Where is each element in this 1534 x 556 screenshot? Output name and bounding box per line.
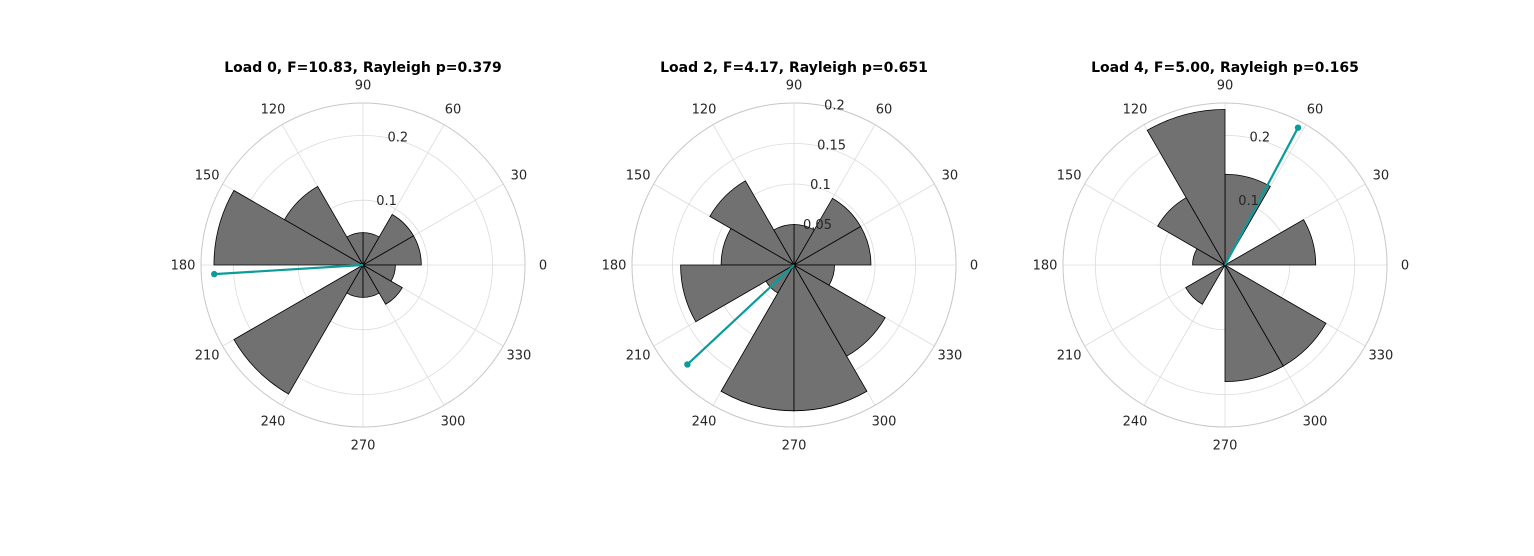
mean-vector-marker (684, 361, 691, 368)
theta-tick-label: 120 (692, 103, 717, 118)
theta-tick-label: 180 (602, 259, 627, 274)
r-tick-label: 0.1 (376, 194, 397, 209)
theta-tick-label: 120 (261, 103, 286, 118)
theta-tick-label: 150 (1057, 169, 1082, 184)
theta-tick-label: 210 (195, 349, 220, 364)
theta-tick-label: 150 (626, 169, 651, 184)
histogram-bar (793, 263, 868, 412)
theta-tick-label: 120 (1123, 103, 1148, 118)
mean-vector-line (214, 263, 364, 276)
theta-tick-label: 0 (970, 259, 978, 274)
theta-tick-label: 90 (355, 79, 372, 94)
theta-tick-label: 210 (1057, 349, 1082, 364)
histogram-bar (1223, 263, 1327, 367)
histogram-bar (680, 264, 796, 323)
histogram-bar (1192, 248, 1227, 266)
theta-tick-label: 330 (506, 349, 531, 364)
r-tick-label: 0.1 (810, 178, 831, 193)
r-tick-label: 0.05 (803, 218, 832, 233)
histogram-bar (792, 264, 835, 286)
theta-tick-label: 0 (1401, 259, 1409, 274)
theta-tick-label: 240 (261, 414, 286, 429)
histogram-bar (1146, 109, 1226, 267)
theta-tick-label: 30 (942, 169, 959, 184)
histogram-bar (1223, 219, 1317, 266)
theta-tick-label: 300 (872, 414, 897, 429)
histogram-bar (792, 197, 862, 267)
theta-tick-label: 270 (351, 439, 376, 454)
histogram-bar (792, 263, 886, 357)
histogram-bar (361, 213, 415, 267)
theta-tick-label: 180 (171, 259, 196, 274)
r-tick-label: 0.15 (817, 138, 846, 153)
polar-plot-load-0: Load 0, F=10.83, Rayleigh p=0.379 0.1 0.2… (171, 60, 548, 454)
mean-vector-line (1224, 127, 1299, 266)
plot-title: Load 0, F=10.83, Rayleigh p=0.379 (224, 60, 502, 76)
polar-axis-boundary (1062, 102, 1388, 428)
theta-tick-label: 60 (1307, 103, 1324, 118)
theta-tick-label: 300 (441, 414, 466, 429)
polar-axis-boundary (631, 102, 957, 428)
histogram-bar (709, 180, 796, 267)
theta-tick-label: 60 (445, 103, 462, 118)
polar-plot-load-4: Load 4, F=5.00, Rayleigh p=0.165 0.1 0.2 0… (1033, 60, 1410, 454)
theta-tick-label: 240 (692, 414, 717, 429)
polar-axis-boundary (200, 102, 526, 428)
theta-tick-label: 330 (937, 349, 962, 364)
theta-tick-label: 330 (1368, 349, 1393, 364)
r-tick-label: 0.2 (824, 98, 845, 113)
polar-plot-load-2: Load 2, F=4.17, Rayleigh p=0.651 0.05 0.1… (602, 60, 979, 454)
histogram-bar (233, 263, 365, 395)
theta-tick-label: 270 (1213, 439, 1238, 454)
theta-tick-label: 90 (786, 79, 803, 94)
histogram-bar (213, 189, 365, 266)
theta-tick-label: 210 (626, 349, 651, 364)
mean-vector-marker (211, 270, 218, 278)
mean-vector-marker (1294, 124, 1302, 131)
r-tick-label: 0.1 (1238, 194, 1259, 209)
histogram-bar (1185, 263, 1227, 305)
theta-tick-label: 270 (782, 439, 807, 454)
theta-tick-label: 150 (195, 169, 220, 184)
histogram-bar (361, 263, 403, 305)
histogram-bar (361, 264, 396, 282)
r-tick-label: 0.2 (388, 130, 409, 145)
histogram-bar (1157, 197, 1227, 267)
r-tick-label: 0.2 (1250, 130, 1271, 145)
theta-tick-label: 30 (1373, 169, 1390, 184)
theta-tick-label: 0 (539, 259, 547, 274)
mean-vector-line (686, 264, 795, 366)
theta-tick-label: 60 (876, 103, 893, 118)
theta-tick-label: 240 (1123, 414, 1148, 429)
theta-tick-label: 180 (1033, 259, 1058, 274)
theta-tick-label: 90 (1217, 79, 1234, 94)
theta-tick-label: 300 (1303, 414, 1328, 429)
plot-title: Load 2, F=4.17, Rayleigh p=0.651 (660, 60, 928, 76)
theta-tick-label: 30 (511, 169, 528, 184)
plot-title: Load 4, F=5.00, Rayleigh p=0.165 (1091, 60, 1359, 76)
